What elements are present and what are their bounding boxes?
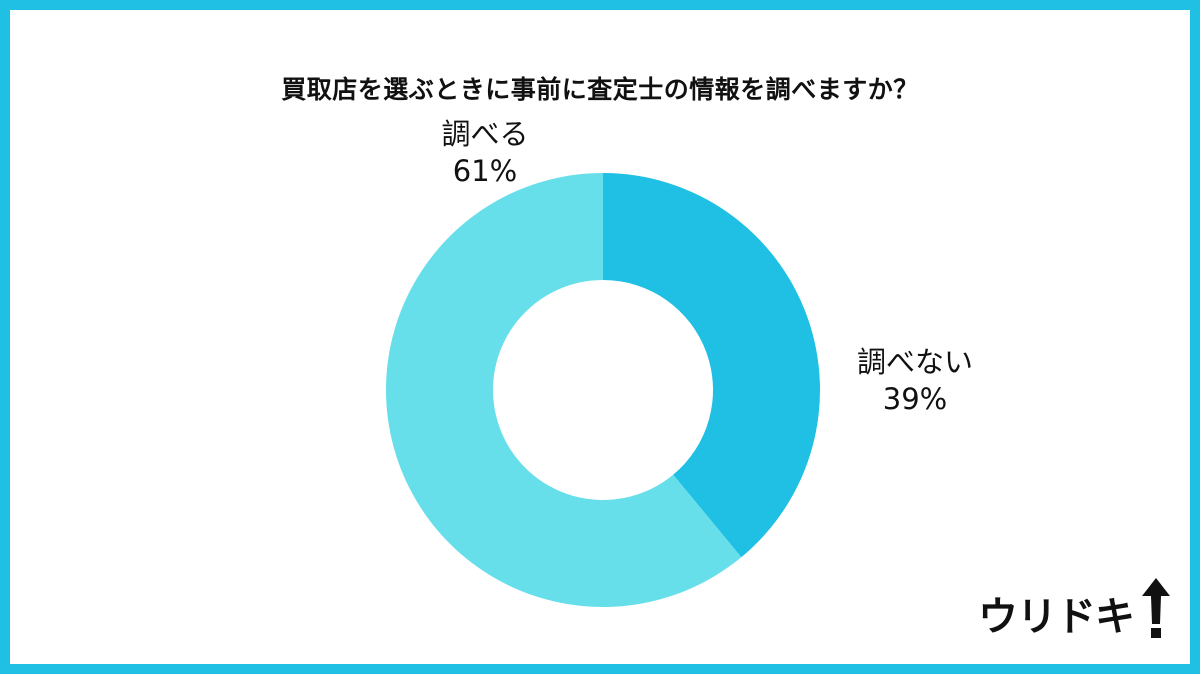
donut-slice-no [603, 173, 820, 558]
logo-text: ウリドキ [978, 594, 1135, 640]
slice-label-no: 調べない 39% [830, 344, 1000, 418]
chart-title: 買取店を選ぶときに事前に査定士の情報を調べますか？ [281, 75, 919, 104]
slice-label-yes-value: 61% [452, 154, 518, 188]
slice-label-yes-name: 調べる [441, 117, 529, 151]
uridoki-logo: ウリドキ [978, 576, 1178, 640]
donut-slice-yes [385, 173, 742, 607]
slice-label-yes: 調べる 61% [405, 116, 565, 190]
slice-label-no-name: 調べない [856, 345, 973, 379]
up-arrow-exclamation-icon [1142, 578, 1170, 638]
slice-label-no-value: 39% [882, 382, 948, 416]
